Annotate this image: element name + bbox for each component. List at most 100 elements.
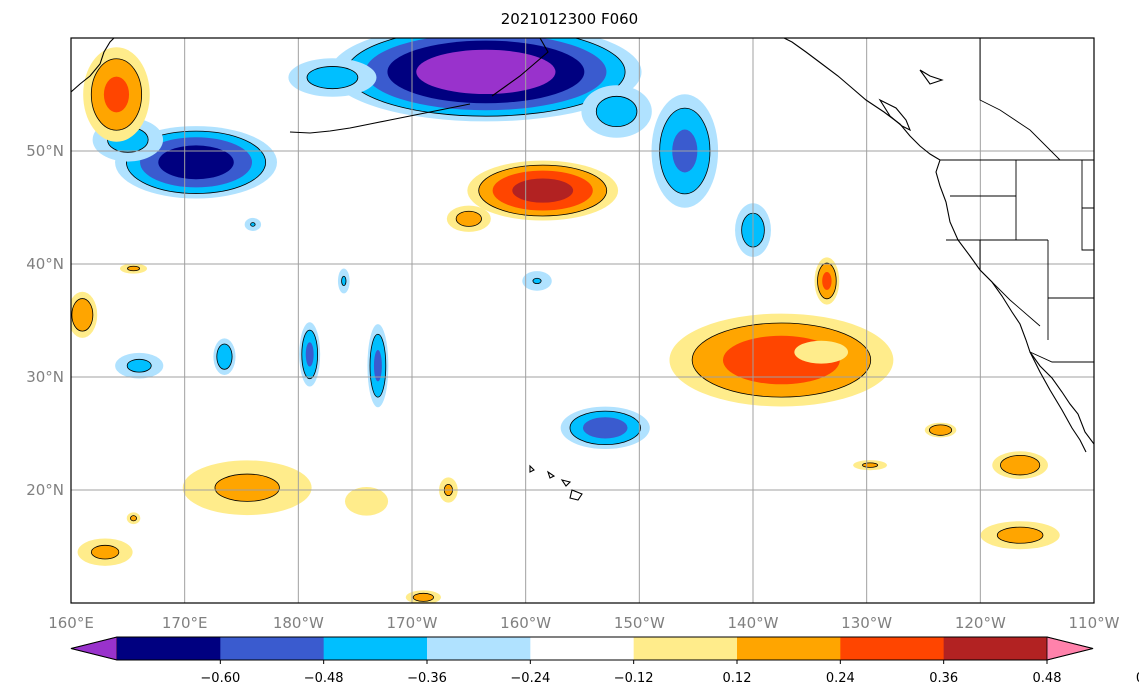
colorbar-segment: [737, 637, 841, 660]
contour-level-0.24: [996, 526, 1044, 544]
colorbar-segment: [840, 637, 945, 660]
positive-anomaly-3: [794, 340, 849, 364]
positive-anomaly-2: [669, 313, 894, 407]
positive-anomaly-15: [980, 521, 1060, 550]
positive-anomaly-9: [83, 47, 150, 142]
colorbar-segment: [633, 637, 738, 660]
contour-level-0.24: [1000, 454, 1041, 476]
contour-level-0.24: [306, 66, 359, 90]
contour-level-0.24: [90, 544, 120, 560]
coastline-alaska-peninsula: [491, 38, 549, 97]
border-us-mexico: [1029, 351, 1094, 363]
positive-anomaly-11: [119, 263, 148, 274]
colorbar-tick-label: 0.24: [826, 671, 855, 686]
political-borders: [940, 38, 1094, 363]
contour-level-0.36: [582, 417, 628, 439]
colorbar-tick-label: −0.36: [407, 671, 447, 686]
contour-level-0.36: [822, 272, 832, 290]
coastline-hawaii: [529, 464, 583, 501]
map-frame: [70, 37, 1095, 604]
contour-level-0.36: [373, 349, 382, 382]
contour-level-0.24: [126, 358, 152, 373]
lon-tick-label: 140°W: [728, 614, 779, 632]
coastline-aleutians: [289, 103, 471, 134]
coastlines: [71, 38, 1094, 501]
contour-level-0.24: [341, 275, 347, 287]
positive-anomaly-1: [446, 205, 491, 232]
positive-anomaly-5: [344, 487, 389, 516]
positive-anomaly-12: [853, 460, 888, 471]
contour-level-0.24: [71, 298, 94, 332]
negative-anomaly-13: [337, 268, 350, 294]
lon-tick-label: 180°W: [273, 614, 324, 632]
colorbar: −0.60 −0.48 −0.36 −0.24 −0.12 0.12 0.24 0.36 0.4…: [70, 636, 1139, 686]
contour-level-0.24: [532, 277, 542, 285]
colorbar-segment: [530, 637, 635, 660]
contour-fill-layer: [71, 38, 1060, 603]
contour-level-0.24: [412, 592, 434, 602]
contour-level-0.24: [250, 222, 256, 227]
contour-level-0.24: [862, 462, 879, 468]
colorbar-segment: [323, 637, 428, 660]
border-alaska-canada: [979, 38, 1061, 161]
map-background: [71, 38, 1094, 603]
negative-anomaly-12: [367, 324, 389, 408]
lat-tick-label: 50°N: [26, 142, 64, 160]
colorbar-segment: [117, 637, 221, 660]
colorbar-tick-label: −0.48: [304, 671, 344, 686]
lon-tick-label: 160°W: [500, 614, 551, 632]
lon-tick-label: 170°W: [387, 614, 438, 632]
positive-anomaly-10: [71, 291, 98, 338]
colorbar-extend-high: [1046, 636, 1094, 661]
map-title: 2021012300 F060: [500, 10, 639, 28]
positive-anomaly-13: [924, 422, 957, 438]
positive-anomaly-14: [992, 451, 1048, 479]
contour-level-0.24: [928, 424, 953, 436]
colorbar-tick-label: 0.60: [1136, 671, 1139, 686]
border-states: [946, 160, 1094, 340]
colorbar-segment: [943, 637, 1048, 660]
coastline-baja: [1029, 351, 1087, 453]
colorbar-tick-label: −0.60: [200, 671, 240, 686]
positive-anomaly-17: [405, 590, 441, 603]
contour-level-0.6: [416, 49, 556, 95]
positive-anomaly-8: [77, 538, 133, 566]
positive-anomaly-4: [182, 460, 312, 516]
lon-tick-label: 110°W: [1069, 614, 1120, 632]
colorbar-tick-label: 0.48: [1033, 671, 1062, 686]
negative-anomaly-7: [244, 217, 262, 231]
gridlines: [71, 38, 1094, 603]
lon-tick-label: 150°W: [614, 614, 665, 632]
positive-anomaly-7: [126, 512, 141, 525]
lat-tick-label: 30°N: [26, 368, 64, 386]
negative-anomaly-8: [522, 271, 552, 291]
negative-anomaly-4: [581, 85, 652, 138]
negative-anomaly-11: [299, 322, 321, 387]
coastline-north-america: [783, 38, 1094, 445]
positive-anomaly-0: [467, 160, 619, 221]
coastline-kamchatka: [71, 38, 115, 93]
contour-level-0.48: [158, 145, 234, 180]
contour-level-0.48: [512, 178, 574, 203]
contour-level-0.36: [103, 76, 130, 113]
lon-tick-label: 160°E: [48, 614, 94, 632]
colorbar-extend-low: [70, 636, 118, 661]
contour-level-0.24: [127, 265, 140, 272]
contour-level-0.12: [794, 340, 849, 364]
lon-tick-label: 170°E: [162, 614, 208, 632]
lon-tick-label: 120°W: [955, 614, 1006, 632]
colorbar-tick-label: −0.12: [614, 671, 654, 686]
lat-tick-label: 20°N: [26, 481, 64, 499]
contour-level-0.24: [130, 515, 137, 522]
contour-level-0.36: [305, 342, 314, 367]
contour-level-0.24: [595, 95, 638, 128]
axis-ticks: 160°E 170°E 180°W 170°W 160°W 150°W 140°W 130°W…: [26, 142, 1119, 632]
negative-anomaly-9: [115, 352, 164, 379]
colorbar-tick-label: 0.12: [723, 671, 752, 686]
contour-level-0.24: [216, 343, 233, 370]
lat-tick-label: 40°N: [26, 255, 64, 273]
negative-anomaly-1: [288, 58, 377, 97]
coastline-bc-islands: [878, 69, 944, 132]
negative-anomaly-0: [330, 38, 642, 122]
contour-level-0.24: [214, 473, 280, 502]
